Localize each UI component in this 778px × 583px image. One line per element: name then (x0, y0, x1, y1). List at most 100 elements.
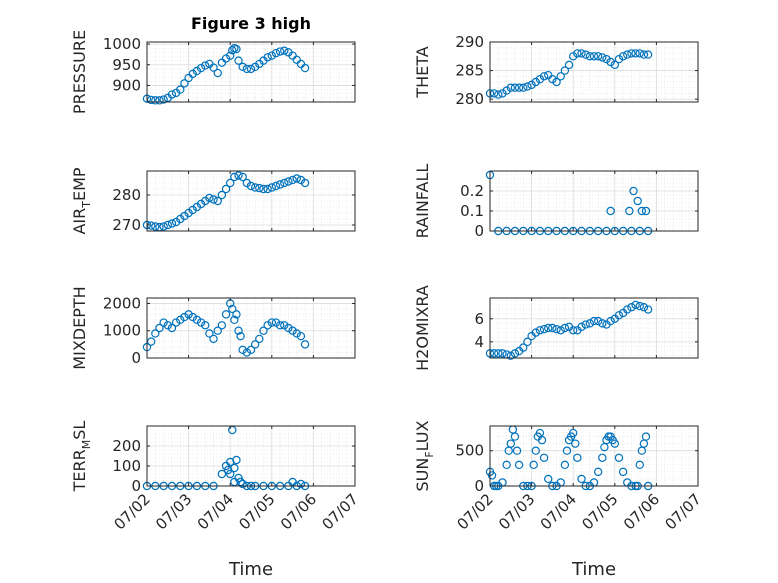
data-point (238, 345, 247, 355)
data-point (589, 316, 599, 326)
data-point (614, 311, 624, 320)
data-point (221, 310, 231, 319)
data-point (598, 319, 607, 328)
y-tick-label: 500 (455, 442, 484, 460)
data-point (506, 351, 515, 360)
y-axis-label: RAINFALL (413, 164, 432, 239)
data-point (614, 54, 624, 64)
data-point (494, 90, 503, 99)
data-point (255, 183, 264, 193)
data-point (606, 316, 615, 326)
subplot-theta: 280 285 290 THETA (413, 33, 699, 108)
plot-area (147, 171, 355, 231)
data-point (171, 318, 181, 327)
data-point (606, 57, 615, 67)
data-point (234, 56, 243, 65)
data-point (225, 469, 235, 479)
data-point (209, 63, 218, 72)
data-point (155, 96, 164, 105)
data-point (564, 60, 574, 70)
y-tick-label: 290 (455, 33, 484, 51)
data-point (238, 479, 247, 489)
data-point (602, 54, 611, 64)
data-point (512, 446, 522, 455)
x-tick-label: 07/06 (277, 490, 320, 533)
data-point (510, 432, 520, 441)
y-tick-label: 1000 (103, 322, 141, 340)
data-point (192, 66, 202, 76)
data-point (288, 326, 297, 335)
y-axis-label: THETA (413, 46, 432, 98)
data-point (641, 432, 651, 441)
data-point (250, 340, 260, 349)
data-point (625, 206, 634, 216)
data-point (544, 474, 553, 484)
data-point (531, 77, 540, 87)
y-tick-label: 0.1 (460, 202, 484, 220)
data-point (250, 62, 260, 72)
data-point (292, 174, 301, 183)
y-tick-label: 280 (455, 90, 484, 108)
data-point (151, 329, 160, 338)
data-point (232, 44, 241, 54)
data-point (271, 48, 281, 58)
plot-area (147, 426, 355, 486)
data-point (246, 64, 256, 74)
subplot-pressure: 900 950 1000 PRESSURE (70, 30, 356, 114)
data-point (635, 301, 644, 311)
data-point (234, 326, 243, 335)
data-point (263, 53, 272, 62)
x-tick-label: 07/05 (235, 490, 278, 533)
data-point (267, 51, 276, 60)
data-point (629, 186, 638, 196)
data-point (562, 446, 572, 455)
data-point (502, 86, 511, 95)
axes-box (489, 170, 699, 232)
data-point (627, 49, 636, 58)
data-point (537, 435, 547, 445)
data-point (280, 321, 289, 330)
data-point (263, 321, 272, 330)
data-point (593, 316, 603, 326)
data-point (641, 206, 651, 216)
data-point (292, 329, 301, 338)
y-tick-label: 1000 (103, 35, 141, 53)
data-point (639, 50, 649, 59)
data-point (606, 206, 615, 216)
data-point (300, 63, 310, 73)
data-point (167, 219, 177, 228)
data-point (228, 46, 237, 55)
data-point (230, 463, 239, 473)
data-point (544, 323, 553, 333)
data-point (489, 89, 499, 98)
data-point (635, 49, 644, 58)
data-point (196, 318, 206, 327)
data-point (631, 300, 640, 310)
data-point (593, 467, 603, 477)
data-point (589, 52, 599, 61)
data-point (184, 310, 193, 319)
data-point (296, 479, 306, 489)
data-point (201, 321, 210, 330)
data-point (236, 331, 245, 341)
data-point (560, 460, 570, 470)
subplot-rainfall: 0 0.1 0.2 RAINFALL (413, 164, 699, 240)
data-point (159, 318, 168, 327)
data-point (155, 323, 164, 333)
data-point (531, 328, 540, 337)
data-point (498, 89, 507, 98)
data-point (280, 46, 289, 55)
data-point (556, 326, 565, 335)
data-point (506, 439, 515, 448)
data-point (275, 180, 285, 189)
data-point (225, 51, 235, 60)
data-point (577, 49, 586, 58)
data-point (163, 220, 172, 230)
y-tick-label: 950 (112, 56, 141, 74)
data-point (569, 52, 578, 61)
data-point (489, 349, 499, 358)
data-point (548, 74, 557, 84)
data-point (633, 196, 642, 206)
data-point (188, 69, 197, 79)
